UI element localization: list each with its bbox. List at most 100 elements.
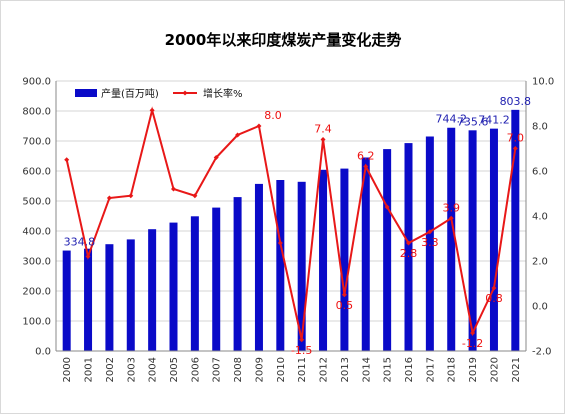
bar (190, 216, 199, 351)
legend: 产量(百万吨) 增长率% (75, 87, 243, 100)
growth-marker (192, 193, 198, 199)
growth-marker (320, 137, 326, 142)
y-left-tick-label: 600.0 (22, 167, 51, 178)
growth-marker (427, 229, 433, 235)
x-tick-label: 2005 (169, 357, 180, 382)
bar (169, 222, 178, 351)
x-tick-label: 2011 (297, 357, 308, 382)
bar (511, 109, 520, 351)
x-tick-label: 2012 (319, 357, 330, 382)
y-left-tick-label: 300.0 (22, 257, 51, 268)
growth-data-label: 3.3 (421, 236, 439, 249)
growth-marker (406, 240, 411, 246)
x-tick-label: 2020 (489, 357, 500, 382)
bar (233, 197, 242, 351)
growth-marker (235, 132, 241, 138)
growth-marker (171, 186, 176, 192)
bar (468, 130, 477, 351)
y-left-tick-label: 500.0 (22, 197, 51, 208)
x-tick-label: 2000 (62, 357, 73, 382)
bar-data-label: 735.6 (457, 115, 489, 128)
x-tick-label: 2021 (511, 357, 522, 382)
y-left-tick-label: 200.0 (22, 287, 51, 298)
x-tick-label: 2013 (340, 357, 351, 382)
legend-label-growth: 增长率% (203, 87, 243, 100)
bar-data-label: 334.8 (64, 236, 96, 249)
y-left-tick-label: 700.0 (22, 137, 51, 148)
bar (126, 239, 135, 351)
growth-marker (149, 107, 155, 113)
bar (297, 181, 306, 351)
growth-marker (341, 292, 347, 298)
x-tick-label: 2018 (447, 357, 458, 382)
x-tick-label: 2019 (468, 357, 479, 382)
y-left-tick-label: 100.0 (22, 317, 51, 328)
x-tick-label: 2014 (361, 357, 372, 382)
growth-data-label: -1.2 (462, 337, 483, 350)
bar-data-label: 741.2 (478, 114, 510, 127)
growth-marker (384, 204, 390, 210)
y-left-tick-label: 800.0 (22, 107, 51, 118)
bar (404, 143, 413, 351)
growth-data-label: -1.5 (291, 344, 312, 357)
y-right-tick-label: 10.0 (532, 77, 554, 88)
bar (276, 180, 285, 351)
x-tick-label: 2016 (404, 357, 415, 382)
x-tick-label: 2006 (190, 357, 201, 382)
growth-marker (299, 337, 305, 343)
x-tick-label: 2017 (425, 357, 436, 382)
legend-swatch-production (75, 89, 97, 97)
growth-marker (277, 240, 283, 246)
y-right-tick-label: 6.0 (532, 167, 548, 178)
growth-data-label: 2.8 (400, 247, 418, 260)
bar-data-label: 744.2 (435, 113, 467, 126)
x-tick-label: 2003 (126, 357, 137, 382)
y-right-tick-label: 4.0 (532, 212, 548, 223)
bar (254, 183, 263, 351)
bar (84, 248, 93, 351)
growth-marker (213, 155, 219, 160)
bar-series (62, 109, 520, 352)
legend-swatch-growth-marker (182, 90, 188, 96)
growth-data-label: 6.2 (357, 150, 375, 163)
y-right-tick-label: 0.0 (532, 302, 548, 313)
line-series (64, 106, 518, 343)
bar (447, 127, 456, 352)
growth-data-label: 0.8 (485, 292, 503, 305)
y-left-tick-label: 0.0 (35, 347, 51, 358)
growth-marker (491, 285, 497, 291)
bar-data-label: 803.8 (500, 95, 532, 108)
growth-marker (64, 157, 70, 163)
growth-data-label: 0.5 (336, 299, 354, 312)
x-tick-label: 2008 (233, 357, 244, 382)
bar (212, 207, 221, 351)
growth-marker (128, 193, 134, 199)
x-tick-label: 2015 (383, 357, 394, 382)
bar (105, 244, 114, 351)
x-tick-label: 2007 (212, 357, 223, 382)
growth-marker (363, 164, 369, 169)
x-tick-label: 2010 (276, 357, 287, 382)
bar (361, 157, 370, 351)
bar (319, 169, 328, 351)
x-tick-label: 2002 (105, 357, 116, 382)
x-tick-label: 2001 (84, 357, 95, 382)
growth-data-label: 3.9 (442, 201, 460, 214)
y-right-tick-label: 2.0 (532, 257, 548, 268)
x-tick-label: 2004 (148, 357, 159, 382)
bar (62, 250, 71, 351)
y-left-tick-label: 400.0 (22, 227, 51, 238)
bar (148, 229, 157, 351)
growth-marker (85, 254, 91, 259)
growth-data-label: 8.0 (264, 109, 282, 122)
bar (383, 149, 392, 351)
legend-label-production: 产量(百万吨) (101, 87, 159, 100)
growth-marker (512, 146, 518, 151)
growth-marker (448, 215, 454, 221)
y-left-tick-label: 900.0 (22, 77, 51, 88)
chart-title: 2000年以来印度煤炭产量变化走势 (165, 31, 402, 49)
growth-marker (256, 123, 262, 129)
